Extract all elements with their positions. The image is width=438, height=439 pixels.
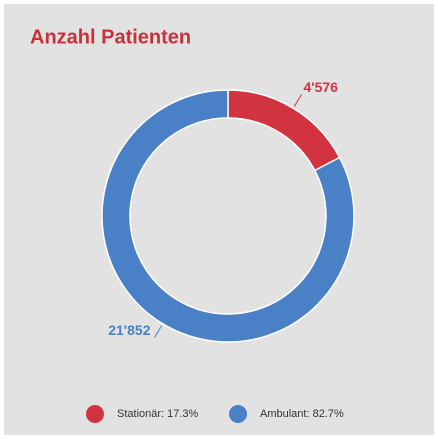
- legend-swatch: [229, 405, 247, 423]
- value-label: 4'576: [303, 79, 338, 95]
- slice: [101, 89, 355, 343]
- leader-line: [293, 94, 302, 107]
- chart-title: Anzahl Patienten: [30, 26, 191, 48]
- legend-label: Ambulant: 82.7%: [260, 408, 344, 420]
- legend-label: Stationär: 17.3%: [117, 408, 199, 420]
- panel: [4, 4, 434, 435]
- leader-line: [154, 325, 163, 338]
- legend-swatch: [86, 405, 104, 423]
- value-label: 21'852: [108, 322, 150, 338]
